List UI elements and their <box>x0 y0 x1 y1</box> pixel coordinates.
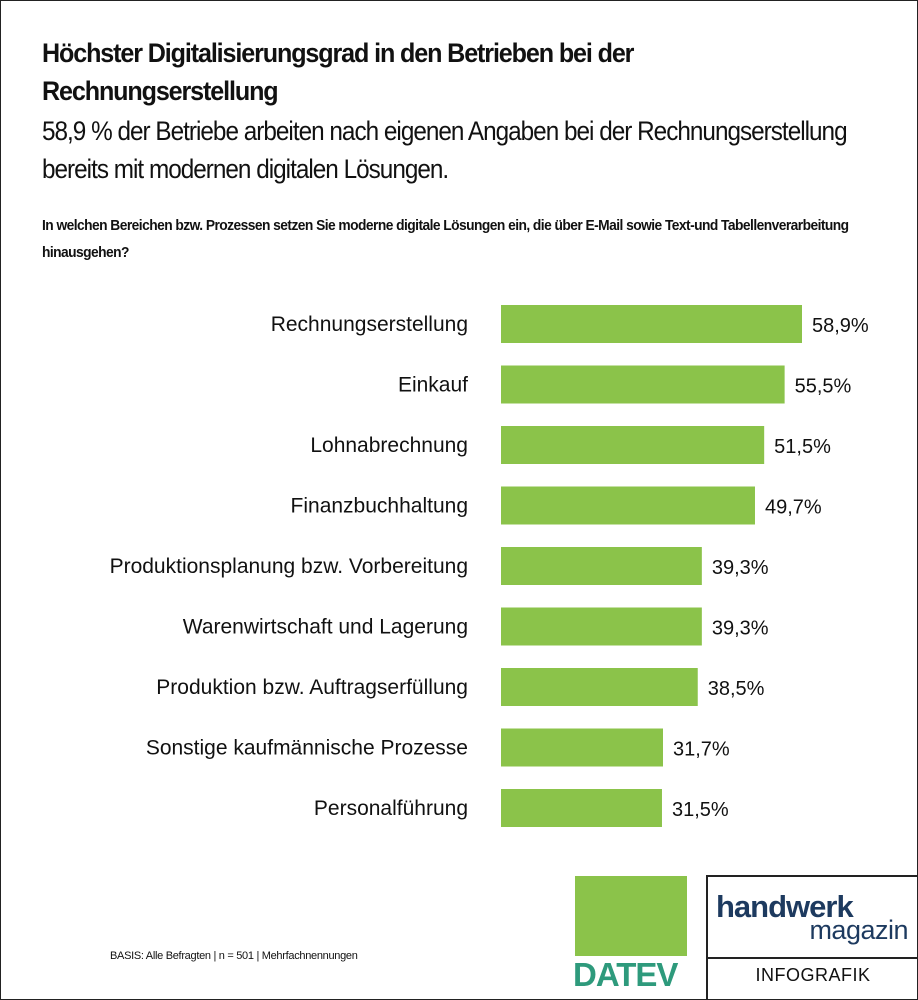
value-label: 49,7% <box>765 497 822 519</box>
survey-question: In welchen Bereichen bzw. Prozessen setz… <box>42 217 849 261</box>
datev-logo: DATEV <box>573 956 678 993</box>
bar <box>501 365 785 404</box>
basis-note: BASIS: Alle Befragten | n = 501 | Mehrfa… <box>110 950 358 962</box>
handwerk-logo-text: handwerk <box>716 889 854 924</box>
bar <box>501 486 755 525</box>
value-label: 51,5% <box>774 436 831 458</box>
bar-chart: Rechnungserstellung 58,9% Einkauf 55,5% Lohn… <box>110 305 869 827</box>
category-label: Finanzbuchhaltung <box>291 495 468 518</box>
infografik-label: INFOGRAFIK <box>755 965 871 985</box>
bar <box>501 668 698 706</box>
bar <box>501 426 765 464</box>
category-label: Rechnungserstellung <box>271 313 468 336</box>
value-label: 55,5% <box>795 376 852 398</box>
divider <box>708 957 918 959</box>
bar <box>501 607 702 646</box>
datev-logo-square <box>575 876 687 956</box>
handwerk-magazin-logo-box: handwerk magazin INFOGRAFIK <box>706 875 918 1000</box>
bar <box>501 728 663 767</box>
value-label: 39,3% <box>712 557 769 579</box>
value-label: 58,9% <box>812 315 869 337</box>
value-label: 31,5% <box>672 799 729 821</box>
value-label: 31,7% <box>673 739 730 761</box>
magazin-logo-text: magazin <box>809 915 908 945</box>
category-label: Personalführung <box>314 797 468 820</box>
category-label: Einkauf <box>398 374 468 397</box>
category-label: Warenwirtschaft und Lagerung <box>183 616 468 639</box>
bar <box>501 547 702 585</box>
bar <box>501 305 802 343</box>
chart-subtitle: 58,9 % der Betriebe arbeiten nach eigene… <box>42 116 848 184</box>
value-label: 39,3% <box>712 618 769 640</box>
bar <box>501 789 662 827</box>
category-label: Sonstige kaufmännische Prozesse <box>146 737 468 760</box>
category-label: Produktion bzw. Auftragserfüllung <box>156 676 468 699</box>
chart-title: Höchster Digitalisierungsgrad in den Bet… <box>42 38 634 106</box>
value-label: 38,5% <box>708 678 765 700</box>
category-label: Produktionsplanung bzw. Vorbereitung <box>110 555 468 578</box>
category-label: Lohnabrechnung <box>310 434 468 457</box>
